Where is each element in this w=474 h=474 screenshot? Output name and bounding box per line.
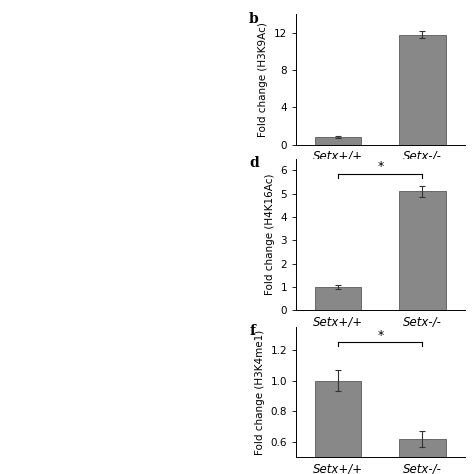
Bar [315,137,362,145]
Bar [315,381,362,474]
Text: *: * [377,160,383,173]
Y-axis label: Fold change (H3K9Ac): Fold change (H3K9Ac) [258,22,268,137]
Bar [399,191,446,310]
Text: b: b [249,12,259,26]
Y-axis label: Fold change (H3K4me1): Fold change (H3K4me1) [255,329,265,455]
Bar [399,35,446,145]
Text: *: * [377,329,383,342]
Bar [399,439,446,474]
Text: f: f [249,324,255,338]
Bar [315,287,362,310]
Y-axis label: Fold change (H4K16Ac): Fold change (H4K16Ac) [265,174,275,295]
Text: d: d [249,156,259,170]
